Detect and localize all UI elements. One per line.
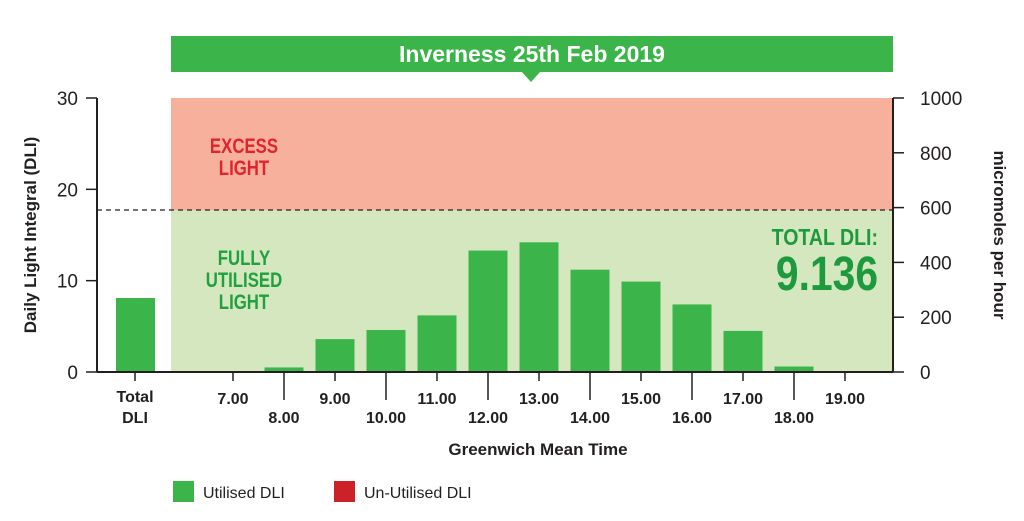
x-tick-label: 10.00 xyxy=(366,410,406,427)
total-dli-value: 9.136 xyxy=(776,248,878,301)
chart-title: Inverness 25th Feb 2019 xyxy=(399,41,665,67)
y-axis-title-right: micromoles per hour xyxy=(990,150,1009,319)
utilised-light-label-3: LIGHT xyxy=(219,291,270,314)
x-tick-label: 19.00 xyxy=(825,391,865,408)
legend-swatch-utilised xyxy=(173,481,194,502)
x-tick-label: 8.00 xyxy=(268,410,299,427)
bar-11.00 xyxy=(417,315,457,372)
y-tick-label-right: 200 xyxy=(920,308,952,329)
legend-swatch-unutilised xyxy=(334,481,355,502)
bars-layer xyxy=(116,242,814,372)
y-tick-label-left: 0 xyxy=(67,363,78,384)
x-tick-label: 16.00 xyxy=(672,410,712,427)
x-tick-label: 7.00 xyxy=(217,391,248,408)
x-tick-label: 18.00 xyxy=(774,410,814,427)
y-tick-label-right: 400 xyxy=(920,253,952,274)
legend-label-unutilised: Un-Utilised DLI xyxy=(364,485,472,502)
bar-13.00 xyxy=(519,242,559,372)
right-ticks-layer: 0 200 400 600 800 1000 xyxy=(893,89,962,384)
total-dli-label: TOTAL DLI: xyxy=(772,225,878,251)
x-tick-label: 9.00 xyxy=(319,391,350,408)
total-dli-xlabel-2: DLI xyxy=(122,410,148,427)
x-tick-label: 11.00 xyxy=(417,391,456,408)
total-dli-xlabel-1: Total xyxy=(116,389,153,406)
x-tick-label: 13.00 xyxy=(519,391,559,408)
x-ticks-layer: 7.00 8.00 9.00 10.00 11.00 12.00 13.00 14.00 15.… xyxy=(134,372,865,427)
bar-16.00 xyxy=(672,304,712,372)
bar-8.00 xyxy=(264,367,304,372)
y-tick-label-left: 30 xyxy=(57,89,78,110)
y-tick-label-right: 800 xyxy=(920,144,952,165)
bar-15.00 xyxy=(621,281,661,372)
excess-light-label-2: LIGHT xyxy=(219,157,270,180)
left-ticks-layer: 0 10 20 30 xyxy=(57,89,97,384)
bar-12.00 xyxy=(468,250,508,372)
x-tick-label: 17.00 xyxy=(723,391,763,408)
y-tick-label-left: 20 xyxy=(57,180,78,201)
x-tick-label: 14.00 xyxy=(570,410,610,427)
bar-17.00 xyxy=(723,330,763,372)
bar-10.00 xyxy=(366,329,406,372)
y-axis-title-left: Daily Light Integral (DLI) xyxy=(21,137,40,333)
bar-18.00 xyxy=(774,366,814,372)
y-tick-label-right: 0 xyxy=(920,363,931,384)
y-tick-label-left: 10 xyxy=(57,272,78,293)
bar-14.00 xyxy=(570,269,610,372)
y-tick-label-right: 600 xyxy=(920,199,952,220)
x-tick-label: 15.00 xyxy=(621,391,661,408)
legend: Utilised DLI Un-Utilised DLI xyxy=(173,481,472,502)
title-banner: Inverness 25th Feb 2019 xyxy=(171,36,893,82)
bar-total-dli xyxy=(116,298,155,372)
x-tick-label: 12.00 xyxy=(468,410,508,427)
utilised-light-label-1: FULLY xyxy=(218,247,271,270)
bar-9.00 xyxy=(315,339,355,372)
utilised-light-label-2: UTILISED xyxy=(206,269,282,292)
excess-light-zone xyxy=(171,98,893,210)
y-tick-label-right: 1000 xyxy=(920,89,962,110)
title-banner-pointer xyxy=(522,72,540,82)
title-banner-bg xyxy=(171,36,893,72)
legend-label-utilised: Utilised DLI xyxy=(203,485,285,502)
x-axis-title: Greenwich Mean Time xyxy=(448,440,627,459)
excess-light-label-1: EXCESS xyxy=(210,135,278,158)
